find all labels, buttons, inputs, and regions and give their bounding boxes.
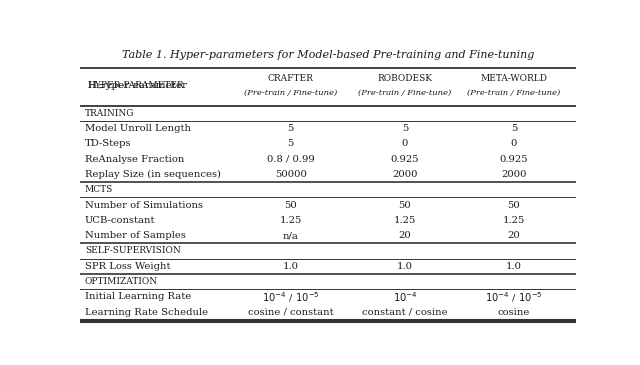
Text: META-WORLD: META-WORLD	[481, 74, 547, 84]
Text: 50: 50	[284, 200, 297, 210]
Text: CRAFTER: CRAFTER	[268, 74, 314, 84]
Text: (Pre-train / Fine-tune): (Pre-train / Fine-tune)	[244, 89, 337, 97]
Text: 1.25: 1.25	[280, 216, 302, 225]
Text: 50: 50	[508, 200, 520, 210]
Text: ROBODESK: ROBODESK	[378, 74, 433, 84]
Text: 0: 0	[511, 139, 517, 149]
Text: 0.925: 0.925	[390, 155, 419, 164]
Text: Number of Samples: Number of Samples	[85, 231, 186, 240]
Text: (Pre-train / Fine-tune): (Pre-train / Fine-tune)	[358, 89, 451, 97]
Text: $10^{-4}$: $10^{-4}$	[392, 290, 417, 304]
Text: Hᴞyper-ᴘarameter: Hᴞyper-ᴘarameter	[88, 81, 188, 91]
Text: Model Unroll Length: Model Unroll Length	[85, 124, 191, 133]
Text: cosine / constant: cosine / constant	[248, 308, 333, 317]
Text: 20: 20	[399, 231, 412, 240]
Text: Learning Rate Schedule: Learning Rate Schedule	[85, 308, 208, 317]
Text: Table 1. Hyper-parameters for Model-based Pre-training and Fine-tuning: Table 1. Hyper-parameters for Model-base…	[122, 50, 534, 60]
Text: 50000: 50000	[275, 170, 307, 179]
Text: $10^{-4}$ / $10^{-5}$: $10^{-4}$ / $10^{-5}$	[485, 290, 543, 304]
Text: n/a: n/a	[283, 231, 299, 240]
Text: 1.0: 1.0	[283, 262, 299, 271]
Text: (Pre-train / Fine-tune): (Pre-train / Fine-tune)	[467, 89, 561, 97]
Text: 0: 0	[402, 139, 408, 149]
Text: ReAnalyse Fraction: ReAnalyse Fraction	[85, 155, 184, 164]
Text: Number of Simulations: Number of Simulations	[85, 200, 203, 210]
Text: HYPER-PARAMETER: HYPER-PARAMETER	[88, 81, 184, 91]
Text: 2000: 2000	[501, 170, 527, 179]
Text: MCTS: MCTS	[85, 185, 113, 194]
Text: cosine: cosine	[498, 308, 530, 317]
Text: 5: 5	[511, 124, 517, 133]
Text: 5: 5	[287, 139, 294, 149]
Text: 0.8 / 0.99: 0.8 / 0.99	[267, 155, 315, 164]
Text: Replay Size (in sequences): Replay Size (in sequences)	[85, 170, 221, 179]
Text: 20: 20	[508, 231, 520, 240]
Text: SPR Loss Weight: SPR Loss Weight	[85, 262, 170, 271]
Text: 1.25: 1.25	[503, 216, 525, 225]
Text: 1.0: 1.0	[397, 262, 413, 271]
Text: constant / cosine: constant / cosine	[362, 308, 448, 317]
Text: 1.25: 1.25	[394, 216, 416, 225]
Text: OPTIMIZATION: OPTIMIZATION	[85, 277, 158, 286]
Text: 5: 5	[287, 124, 294, 133]
Text: Initial Learning Rate: Initial Learning Rate	[85, 292, 191, 301]
Text: 50: 50	[399, 200, 412, 210]
Text: UCB-constant: UCB-constant	[85, 216, 156, 225]
Text: TRAINING: TRAINING	[85, 109, 134, 118]
Text: 2000: 2000	[392, 170, 418, 179]
Text: SELF-SUPERVISION: SELF-SUPERVISION	[85, 246, 180, 256]
Text: TD-Steps: TD-Steps	[85, 139, 131, 149]
Text: 5: 5	[402, 124, 408, 133]
Text: $10^{-4}$ / $10^{-5}$: $10^{-4}$ / $10^{-5}$	[262, 290, 319, 304]
Text: 1.0: 1.0	[506, 262, 522, 271]
Text: 0.925: 0.925	[500, 155, 528, 164]
